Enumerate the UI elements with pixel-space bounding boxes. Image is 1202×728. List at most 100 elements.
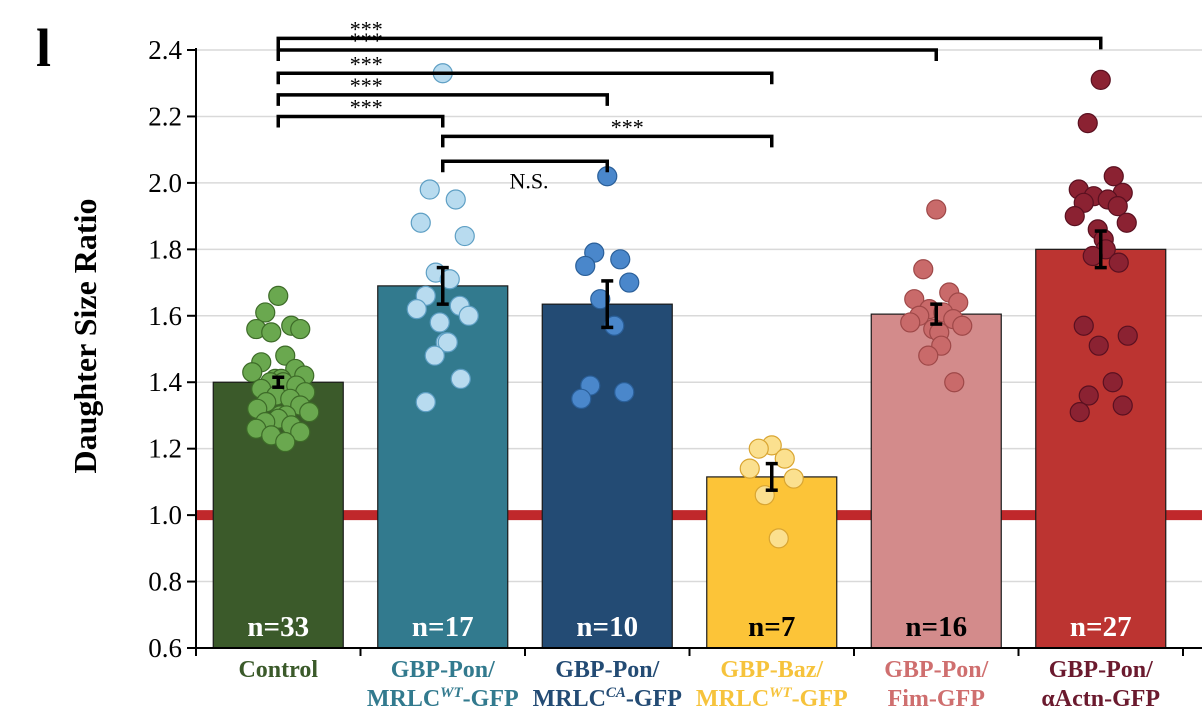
- data-point: [1069, 402, 1090, 423]
- category-label-part: -GFP: [792, 686, 848, 712]
- category-labels: Control GBP-Pon/MRLCWT-GFPGBP-Pon/MRLCCA-…: [238, 657, 1160, 712]
- significance-bracket: [441, 159, 609, 173]
- y-axis-label: Daughter Size Ratio: [67, 199, 103, 474]
- data-point: [410, 212, 431, 233]
- significance-brackets: ******************N.S.: [276, 16, 1103, 193]
- data-point: [1112, 395, 1133, 416]
- data-point: [913, 259, 934, 280]
- data-point: [1108, 252, 1129, 273]
- data-point: [290, 318, 311, 340]
- data-point: [739, 458, 760, 479]
- bar: [870, 313, 1002, 649]
- data-point: [748, 438, 769, 459]
- significance-bracket: [276, 114, 445, 128]
- significance-label: ***: [350, 16, 383, 41]
- y-tick-label: 2.0: [148, 168, 182, 198]
- data-point: [299, 402, 320, 423]
- error-bars: [272, 229, 1107, 492]
- data-point: [437, 332, 458, 353]
- data-point: [926, 199, 947, 220]
- y-tick-label: 1.6: [148, 301, 182, 331]
- category-label-line1: Control: [238, 657, 318, 683]
- data-point: [406, 299, 427, 320]
- category-label-part: Fim-GFP: [888, 686, 985, 712]
- y-tick-label: 2.2: [148, 101, 182, 131]
- significance-label: N.S.: [509, 168, 548, 193]
- n-labels: n=33 n=17 n=10 n=7 n=16 n=27: [247, 611, 1131, 643]
- data-point: [575, 255, 596, 277]
- category-label-line2: Fim-GFP: [888, 686, 985, 712]
- axes: 0.6 0.8 1.0 1.2 1.4 1.6 1.8 2.0 2.2 2.4: [148, 35, 1202, 663]
- category-label-line2: MRLCCA-GFP: [533, 685, 682, 712]
- bar: [706, 476, 838, 649]
- data-point: [590, 289, 611, 310]
- n-label: n=7: [748, 611, 795, 643]
- data-point: [275, 431, 296, 453]
- data-point: [1102, 372, 1123, 393]
- data-point: [290, 421, 311, 443]
- data-point: [458, 305, 479, 326]
- significance-bracket: [276, 48, 938, 61]
- significance-label: ***: [611, 114, 644, 139]
- category-label-line2: αActn-GFP: [1041, 686, 1160, 712]
- data-point: [1107, 196, 1128, 217]
- significance-label: ***: [350, 73, 383, 98]
- data-point: [571, 388, 592, 409]
- significance-bracket: [441, 134, 774, 148]
- n-label: n=17: [412, 611, 474, 643]
- panel-letter: l: [36, 18, 51, 78]
- data-point: [450, 368, 471, 389]
- category-label-line2: MRLCWT-GFP: [696, 685, 848, 712]
- category-label-line2: MRLCWT-GFP: [367, 685, 519, 712]
- n-label: n=33: [247, 611, 309, 643]
- category-label-part: αActn-GFP: [1041, 686, 1160, 712]
- data-point: [783, 468, 804, 489]
- n-label: n=27: [1070, 611, 1132, 643]
- data-point: [1077, 112, 1098, 134]
- significance-label: ***: [350, 51, 383, 76]
- significance-label: ***: [350, 28, 383, 53]
- n-label: n=16: [905, 611, 967, 643]
- y-tick-label: 1.2: [148, 434, 182, 464]
- data-points: [242, 63, 1138, 549]
- data-point: [944, 372, 965, 393]
- data-point: [445, 189, 466, 210]
- data-point: [454, 225, 475, 247]
- bar: [1035, 248, 1167, 649]
- category-label-superscript: WT: [440, 685, 463, 701]
- significance-bracket: [276, 93, 609, 106]
- data-point: [952, 315, 973, 336]
- data-point: [619, 272, 640, 293]
- data-point: [1073, 315, 1094, 336]
- data-point: [1078, 385, 1099, 406]
- data-point: [774, 448, 795, 469]
- category-label-line1: GBP-Pon/: [555, 657, 659, 683]
- data-point: [614, 382, 635, 403]
- data-point: [1090, 69, 1111, 91]
- y-tick-label: 1.4: [148, 367, 182, 397]
- category-label-part: -GFP: [463, 686, 519, 712]
- bar: [541, 303, 673, 649]
- data-point: [1088, 335, 1109, 356]
- data-point: [1117, 325, 1138, 346]
- data-point: [439, 269, 460, 290]
- data-point: [1116, 212, 1137, 233]
- data-point: [415, 392, 436, 413]
- significance-bracket: [276, 71, 774, 85]
- data-point: [242, 362, 263, 383]
- y-tick-label: 1.8: [148, 234, 182, 264]
- significance-label: ***: [350, 94, 383, 119]
- category-label-line1: GBP-Pon/: [884, 657, 988, 683]
- category-label-part: MRLC: [696, 686, 769, 712]
- data-point: [419, 179, 440, 200]
- category-label-superscript: CA: [606, 685, 626, 701]
- y-tick-label: 2.4: [148, 35, 182, 65]
- category-label-line1: GBP-Pon/: [1049, 657, 1153, 683]
- n-label: n=10: [576, 611, 638, 643]
- data-point: [268, 285, 289, 306]
- data-point: [900, 312, 921, 333]
- y-tick-label: 0.6: [148, 633, 182, 663]
- data-point: [1064, 206, 1085, 227]
- significance-bracket: [276, 36, 1103, 50]
